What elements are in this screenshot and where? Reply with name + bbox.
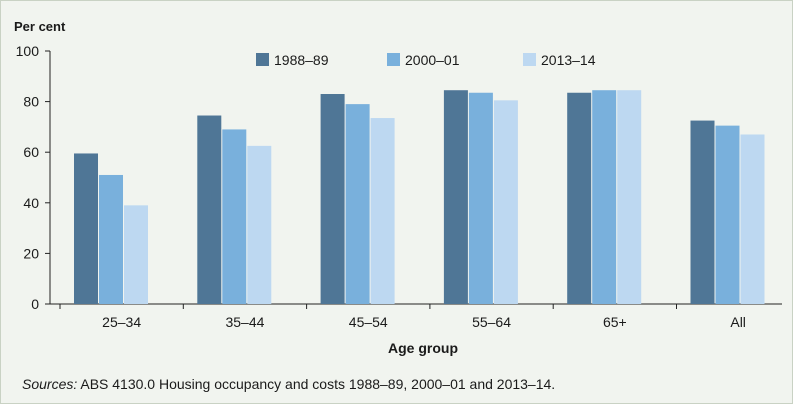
legend-label: 1988–89 xyxy=(274,52,329,68)
x-tick-label: 25–34 xyxy=(102,314,141,330)
source-text: ABS 4130.0 Housing occupancy and costs 1… xyxy=(77,376,556,392)
legend-swatch xyxy=(256,53,269,66)
bar xyxy=(567,92,592,305)
bar xyxy=(74,153,98,304)
legend-label: 2013–14 xyxy=(541,52,596,68)
x-tick-label: 55–64 xyxy=(472,314,511,330)
source-label: Sources: xyxy=(22,376,78,392)
bar xyxy=(124,205,148,304)
bar xyxy=(222,129,247,304)
bar xyxy=(345,104,370,304)
bar xyxy=(617,90,642,304)
x-tick-label: 35–44 xyxy=(225,314,264,330)
legend-label: 2000–01 xyxy=(405,52,460,68)
source-note: Sources: ABS 4130.0 Housing occupancy an… xyxy=(22,376,555,392)
bar xyxy=(715,125,740,304)
x-axis-label: Age group xyxy=(388,340,458,356)
bar xyxy=(197,115,222,304)
y-tick-label: 40 xyxy=(23,195,39,211)
bar xyxy=(493,100,518,305)
y-axis-label: Per cent xyxy=(14,19,66,34)
bar xyxy=(443,90,468,304)
x-tick-label: All xyxy=(730,314,746,330)
bar xyxy=(740,134,765,304)
y-tick-label: 100 xyxy=(16,43,40,59)
bar xyxy=(690,120,715,304)
x-tick-label: 65+ xyxy=(603,314,627,330)
axes: 0 20 40 60 80 100 25–34 35–44 45–54 55–64 65+ All xyxy=(16,43,782,330)
legend: 1988–89 2000–01 2013–14 xyxy=(256,52,596,68)
bar xyxy=(320,94,345,304)
y-tick-label: 60 xyxy=(23,144,39,160)
bar xyxy=(99,174,123,304)
legend-swatch xyxy=(387,53,400,66)
x-tick-label: 45–54 xyxy=(349,314,388,330)
bar xyxy=(468,92,493,305)
y-tick-label: 0 xyxy=(31,296,39,312)
bar xyxy=(592,90,617,304)
legend-swatch xyxy=(523,53,536,66)
bar xyxy=(370,118,395,304)
bar xyxy=(247,145,272,304)
y-tick-label: 80 xyxy=(23,94,39,110)
y-tick-label: 20 xyxy=(23,245,39,261)
bars xyxy=(74,90,765,305)
